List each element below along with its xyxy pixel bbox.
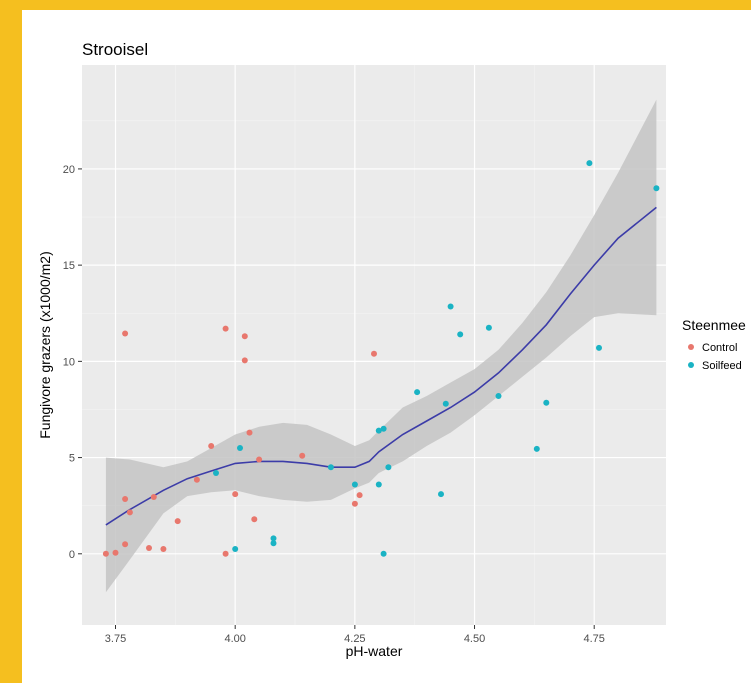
data-point-control: [241, 333, 248, 340]
data-point-control: [246, 429, 253, 436]
data-point-control: [371, 350, 377, 357]
data-point-control: [122, 496, 129, 502]
data-point-soilfeed: [414, 389, 421, 396]
x-tick-label: 4.50: [464, 633, 485, 645]
y-tick-label: 0: [69, 549, 75, 561]
confidence-ribbon: [105, 99, 657, 593]
data-point-soilfeed: [270, 535, 277, 542]
data-point-soilfeed: [533, 445, 540, 452]
data-point-soilfeed: [586, 160, 593, 167]
data-point-soilfeed: [237, 445, 243, 451]
data-point-soilfeed: [653, 185, 660, 192]
legend-title: Steenmee: [682, 317, 746, 333]
data-point-soilfeed: [442, 400, 449, 407]
data-point-soilfeed: [543, 399, 550, 406]
data-point-soilfeed: [447, 303, 454, 310]
data-point-soilfeed: [351, 481, 358, 488]
x-axis: 3.75 4.00 4.25 4.50 4.75: [105, 625, 605, 645]
data-point-soilfeed: [213, 470, 219, 476]
data-point-control: [150, 494, 157, 500]
chart-title: Strooisel: [82, 40, 148, 59]
y-tick-label: 15: [63, 260, 75, 272]
data-point-control: [112, 549, 119, 556]
data-point-control: [351, 500, 358, 507]
grid-lines: [82, 65, 666, 625]
data-point-soilfeed: [375, 427, 382, 434]
data-point-soilfeed: [495, 393, 502, 399]
y-tick-label: 10: [63, 356, 75, 368]
data-points: [102, 160, 660, 557]
data-point-control: [299, 452, 306, 459]
data-point-control: [241, 357, 248, 364]
legend-label-soilfeed: Soilfeed: [702, 360, 742, 372]
y-axis: 0 5 10 15 20: [63, 164, 82, 561]
data-point-soilfeed: [380, 425, 387, 432]
data-point-soilfeed: [457, 331, 464, 338]
plot-panel: [82, 65, 666, 625]
y-tick-label: 20: [63, 164, 75, 176]
data-point-control: [256, 456, 263, 463]
data-point-control: [102, 550, 109, 557]
confidence-band: [105, 99, 657, 593]
legend-swatch-control: [688, 344, 694, 350]
legend-label-control: Control: [702, 342, 737, 354]
data-point-control: [193, 476, 200, 483]
data-point-soilfeed: [485, 324, 492, 331]
data-point-soilfeed: [375, 481, 382, 488]
scatter-plot: Strooisel 3.75 4.00 4.25 4.50 4.75 05101520 …: [37, 40, 746, 659]
data-point-control: [251, 516, 258, 523]
data-point-soilfeed: [438, 491, 444, 498]
data-point-control: [208, 443, 215, 449]
smooth-line: [105, 206, 657, 526]
data-point-control: [146, 545, 152, 551]
data-point-soilfeed: [327, 464, 334, 471]
data-point-soilfeed: [232, 546, 239, 552]
data-point-soilfeed: [380, 550, 387, 557]
data-point-control: [174, 518, 181, 525]
data-point-control: [122, 330, 129, 337]
x-tick-label: 4.75: [583, 633, 604, 645]
legend-swatch-soilfeed: [688, 362, 694, 368]
data-point-control: [126, 509, 133, 516]
figure-frame: Strooisel 3.75 4.00 4.25 4.50 4.75 0 5 10 15 20 …: [22, 10, 751, 683]
data-point-control: [160, 546, 167, 552]
loess-line: [105, 206, 657, 526]
data-point-control: [232, 491, 239, 498]
x-tick-label: 4.25: [344, 633, 365, 645]
x-axis-label: pH-water: [346, 643, 403, 659]
data-point-control: [222, 325, 229, 332]
y-axis-label: Fungivore grazers (x1000/m2): [37, 251, 53, 439]
legend: Steenmee Control Soilfeed: [682, 317, 746, 372]
data-point-soilfeed: [270, 540, 277, 547]
x-tick-label: 4.00: [224, 633, 245, 645]
y-tick-label: 5: [69, 453, 75, 465]
data-point-control: [122, 541, 129, 548]
data-point-soilfeed: [385, 464, 392, 471]
x-tick-label: 3.75: [105, 633, 126, 645]
data-point-soilfeed: [596, 344, 602, 351]
data-point-control: [356, 492, 363, 499]
data-point-control: [222, 550, 229, 557]
